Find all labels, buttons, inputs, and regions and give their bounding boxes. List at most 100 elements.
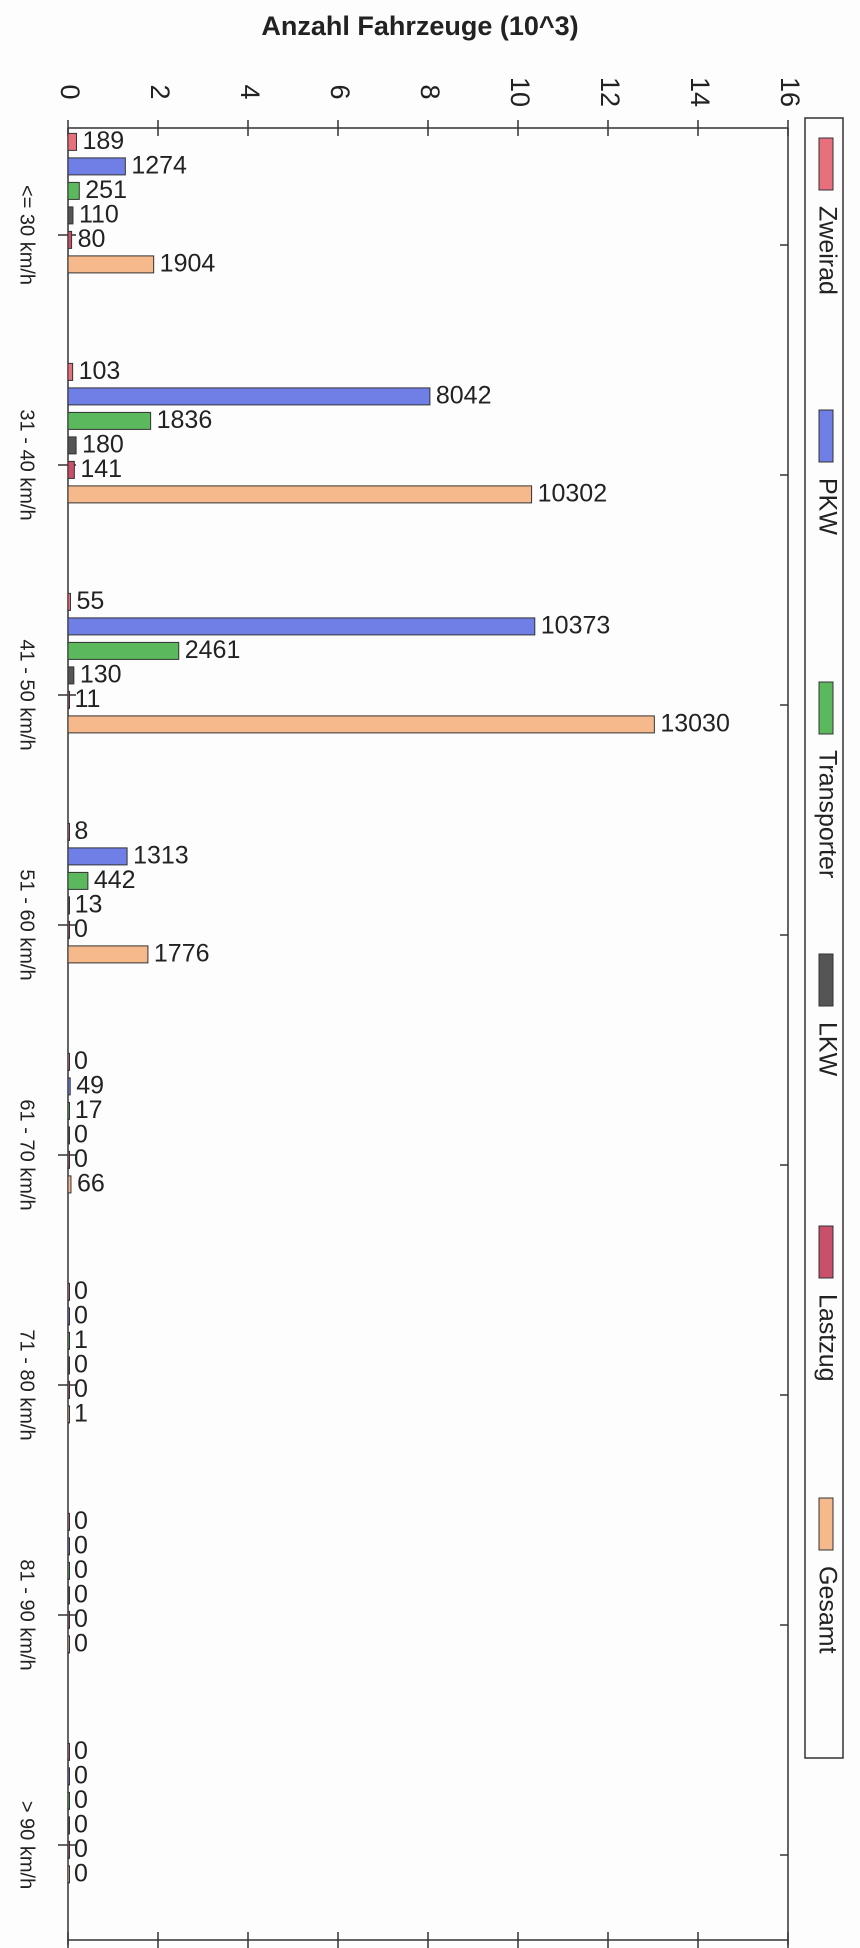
bar bbox=[67, 255, 155, 274]
bar bbox=[67, 362, 74, 381]
data-label: 110 bbox=[79, 201, 119, 229]
bar bbox=[67, 1126, 70, 1145]
data-label: 0 bbox=[74, 1121, 88, 1149]
data-label: 0 bbox=[74, 1047, 88, 1075]
x-tick-label: 8 bbox=[415, 84, 445, 99]
data-label: 2461 bbox=[185, 636, 241, 664]
data-label: 189 bbox=[83, 127, 125, 155]
bar bbox=[67, 1380, 70, 1399]
bar bbox=[67, 1150, 70, 1169]
bar bbox=[67, 181, 80, 200]
y-tick-label: > 90 km/h bbox=[16, 1801, 38, 1889]
bar bbox=[67, 896, 70, 915]
legend-swatch bbox=[818, 681, 834, 735]
data-label: 141 bbox=[80, 455, 122, 483]
bar bbox=[67, 617, 536, 636]
bar bbox=[67, 690, 70, 709]
data-label: 0 bbox=[74, 1630, 88, 1658]
x-tick-label: 16 bbox=[775, 77, 805, 107]
data-label: 80 bbox=[78, 225, 106, 253]
x-tick-label: 10 bbox=[505, 77, 535, 107]
bar bbox=[67, 1331, 70, 1350]
legend-swatch bbox=[818, 1497, 834, 1551]
bar bbox=[67, 1816, 70, 1835]
data-label: 55 bbox=[76, 587, 104, 615]
legend-box bbox=[804, 117, 844, 1759]
x-tick-label: 12 bbox=[595, 77, 625, 107]
data-label: 0 bbox=[74, 1375, 88, 1403]
legend-label: Zweirad bbox=[813, 206, 841, 295]
data-label: 66 bbox=[77, 1170, 105, 1198]
data-label: 0 bbox=[74, 1277, 88, 1305]
y-tick-label: 41 - 50 km/h bbox=[16, 639, 38, 750]
bar bbox=[67, 1610, 70, 1629]
legend-swatch bbox=[818, 137, 834, 191]
bar bbox=[67, 460, 75, 479]
bar bbox=[67, 1742, 70, 1761]
y-tick-label: <= 30 km/h bbox=[16, 185, 38, 285]
legend-label: Gesamt bbox=[813, 1566, 841, 1654]
legend-swatch bbox=[818, 409, 834, 463]
x-tick-label: 2 bbox=[145, 84, 175, 99]
data-label: 8042 bbox=[436, 382, 492, 410]
x-tick-label: 14 bbox=[685, 77, 715, 107]
data-label: 0 bbox=[74, 1737, 88, 1765]
data-label: 103 bbox=[79, 357, 121, 385]
legend-swatch bbox=[818, 953, 834, 1007]
data-label: 11 bbox=[74, 685, 100, 713]
data-label: 180 bbox=[82, 431, 124, 459]
bar bbox=[67, 1307, 70, 1326]
data-label: 1313 bbox=[133, 842, 189, 870]
data-label: 0 bbox=[74, 1351, 88, 1379]
data-label: 1 bbox=[74, 1326, 88, 1354]
bar bbox=[67, 1561, 70, 1580]
data-label: 0 bbox=[74, 1762, 88, 1790]
y-tick-label: 61 - 70 km/h bbox=[16, 1099, 38, 1210]
bar bbox=[67, 1101, 70, 1120]
bar bbox=[67, 206, 74, 225]
data-label: 0 bbox=[74, 1507, 88, 1535]
bar bbox=[67, 1635, 70, 1654]
bar bbox=[67, 411, 152, 430]
y-tick-label: 71 - 80 km/h bbox=[16, 1329, 38, 1440]
legend-label: Lastzug bbox=[813, 1294, 841, 1382]
data-label: 251 bbox=[85, 176, 127, 204]
data-label: 130 bbox=[80, 661, 122, 689]
bar bbox=[67, 485, 533, 504]
bar bbox=[67, 641, 180, 660]
data-label: 0 bbox=[74, 1532, 88, 1560]
data-label: 0 bbox=[74, 1835, 88, 1863]
data-label: 0 bbox=[74, 1556, 88, 1584]
bar bbox=[67, 1865, 70, 1884]
bar bbox=[67, 1767, 70, 1786]
bar bbox=[67, 1537, 70, 1556]
legend-label: LKW bbox=[813, 1022, 841, 1077]
bar bbox=[67, 436, 77, 455]
bar bbox=[67, 1512, 70, 1531]
bar bbox=[67, 1840, 70, 1859]
data-label: 17 bbox=[75, 1096, 103, 1124]
data-label: 0 bbox=[74, 1302, 88, 1330]
bar bbox=[67, 1791, 70, 1810]
bar bbox=[67, 715, 655, 734]
data-label: 0 bbox=[74, 1786, 88, 1814]
data-label: 49 bbox=[76, 1072, 104, 1100]
bar bbox=[67, 132, 78, 151]
data-label: 10302 bbox=[538, 480, 608, 508]
data-label: 0 bbox=[74, 1145, 88, 1173]
data-label: 1274 bbox=[131, 152, 187, 180]
chart-title: Anzahl Fahrzeuge (10^3) bbox=[261, 11, 578, 41]
bar bbox=[67, 945, 149, 964]
bar bbox=[67, 847, 128, 866]
bar bbox=[67, 920, 70, 939]
legend-swatch bbox=[818, 1225, 834, 1279]
data-label: 13 bbox=[75, 891, 103, 919]
bar bbox=[67, 822, 70, 841]
bar bbox=[67, 1175, 72, 1194]
bar bbox=[67, 1282, 70, 1301]
data-label: 1776 bbox=[154, 940, 210, 968]
data-label: 1 bbox=[74, 1400, 88, 1428]
x-tick-label: 0 bbox=[55, 84, 85, 99]
bar bbox=[67, 1356, 70, 1375]
bar bbox=[67, 230, 73, 249]
